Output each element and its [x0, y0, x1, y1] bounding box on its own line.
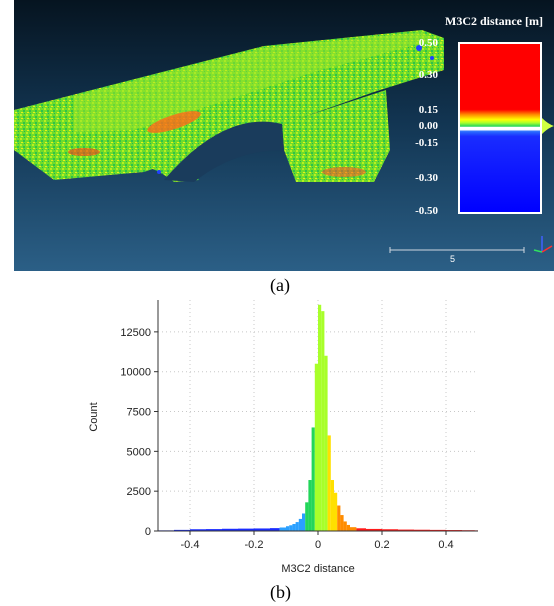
histogram-bar [382, 529, 398, 531]
histogram-bar [270, 528, 280, 531]
histogram-bar [337, 505, 341, 531]
scale-tick-label: -0.30 [415, 172, 438, 184]
histogram-bar [311, 427, 315, 531]
x-axis-label: M3C2 distance [281, 563, 354, 575]
scale-tick-label: 0.30 [418, 69, 438, 81]
colorbar-histogram [542, 118, 554, 134]
histogram-bar [174, 529, 190, 531]
x-tick-label: -0.4 [181, 539, 200, 551]
histogram-bar [318, 304, 322, 531]
histogram-bar [414, 529, 430, 531]
histogram-bar [430, 529, 446, 531]
histogram-bar [289, 525, 293, 531]
scale-tick-label: 0.50 [418, 37, 438, 49]
bridge-deck [14, 30, 444, 180]
histogram-bar [279, 527, 286, 531]
caption-b: (b) [270, 582, 291, 602]
point-cloud-viewer[interactable]: M3C2 distance [m] 0.50 0.30 0.15 0.00 -0… [14, 0, 554, 271]
histogram-bar [286, 526, 290, 531]
histogram-bar [398, 529, 414, 531]
arch-opening [164, 121, 284, 182]
histogram-bar [327, 435, 331, 531]
histogram-bar [350, 527, 357, 531]
point-cloud-render [14, 30, 554, 253]
scale-tick-label: 0.15 [418, 104, 438, 116]
histogram-bar [222, 528, 238, 531]
histogram-bar [340, 515, 344, 531]
histogram-bar [254, 528, 270, 531]
histogram-bar [295, 522, 299, 531]
histogram-bar [238, 528, 254, 531]
scale-tick-label: 0.00 [418, 120, 438, 132]
bridge-deck-top [74, 32, 434, 132]
histogram-bar [302, 513, 306, 531]
x-tick-label: -0.2 [245, 539, 264, 551]
x-tick-label: 0.4 [438, 539, 453, 551]
histogram-bar [346, 524, 350, 531]
histogram-bar [298, 518, 302, 531]
chart-axes: -0.4 -0.2 0 0.2 0.4 0 2500 5000 7500 10000 12500 [120, 300, 478, 551]
scalar-field-title: M3C2 distance [m] [445, 14, 543, 28]
bridge-pier-right [282, 90, 390, 182]
histogram-panel: -0.4 -0.2 0 0.2 0.4 0 2500 5000 7500 10000 12500 M… [0, 290, 554, 580]
red-deviation-area [147, 111, 201, 133]
x-tick-label: 0 [315, 539, 321, 551]
y-tick-label: 0 [145, 526, 151, 538]
histogram-bar [206, 529, 222, 531]
histogram-bar [343, 521, 347, 531]
histogram-bar [321, 311, 325, 531]
y-axis-label: Count [88, 402, 100, 431]
color-scale-bar [458, 42, 542, 214]
histogram-bar [314, 363, 318, 531]
histogram-bar [324, 355, 328, 531]
histogram-bar [305, 502, 309, 531]
y-tick-label: 5000 [127, 446, 151, 458]
histogram-bar [292, 523, 296, 531]
caption-a: (a) [270, 275, 290, 295]
bridge-arch-left [54, 148, 199, 182]
scale-tick-label: -0.15 [415, 137, 438, 149]
histogram-bar [334, 492, 338, 531]
histogram-bar [308, 480, 312, 531]
axes-trihedron-icon [533, 236, 553, 253]
scale-bar-label: 5 [450, 254, 456, 264]
histogram-bar [190, 529, 206, 531]
y-tick-label: 12500 [120, 327, 151, 339]
histogram-bar [330, 480, 334, 531]
x-tick-label: 0.2 [374, 539, 389, 551]
y-tick-label: 2500 [127, 486, 151, 498]
y-tick-label: 7500 [127, 407, 151, 419]
histogram-bar [366, 528, 382, 531]
y-tick-label: 10000 [120, 367, 151, 379]
scale-tick-label: -0.50 [415, 205, 438, 217]
histogram-bar [356, 528, 366, 531]
chart-bars [158, 304, 478, 531]
histogram-chart: -0.4 -0.2 0 0.2 0.4 0 2500 5000 7500 10000 12500 M… [88, 300, 478, 575]
